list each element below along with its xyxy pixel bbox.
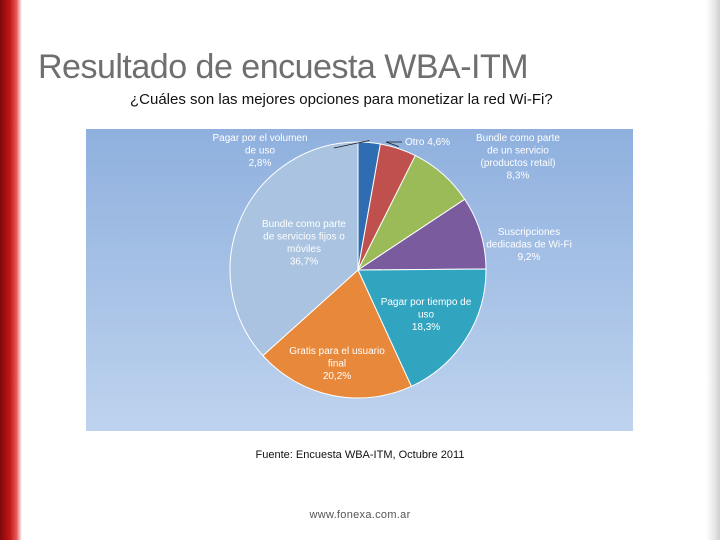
source-note: Fuente: Encuesta WBA-ITM, Octubre 2011 (255, 449, 465, 461)
slide-subtitle: ¿Cuáles son las mejores opciones para mo… (130, 91, 553, 108)
pie-slice (262, 269, 413, 399)
leader-line (333, 140, 370, 149)
left-decor-band (0, 0, 22, 540)
leader-line (385, 141, 402, 147)
right-decor-band (706, 0, 720, 540)
pie-slice (357, 268, 487, 388)
slice-label: Suscripciones dedicadas de Wi-Fi 9,2% (486, 227, 572, 263)
slice-label: Gratis para el usuario final 20,2% (289, 346, 385, 382)
footer-url: www.fonexa.com.ar (309, 509, 411, 521)
slice-label: Pagar por tiempo de uso 18,3% (381, 297, 472, 333)
slide-title: Resultado de encuesta WBA-ITM (38, 48, 529, 86)
slice-label: Otro 4,6% (405, 137, 450, 148)
slice-label: Bundle como parte de servicios fijos o móv… (262, 219, 346, 268)
pie-chart-svg: Pagar por el volumen de uso 2,8% Otro 4,6% B… (86, 129, 633, 431)
slice-label: Bundle como parte de un servicio (producto… (476, 133, 560, 182)
slice-label: Pagar por el volumen de uso 2,8% (212, 133, 307, 169)
pie-chart: Pagar por el volumen de uso 2,8% Otro 4,6% B… (86, 129, 633, 431)
pie-slice (229, 141, 359, 357)
